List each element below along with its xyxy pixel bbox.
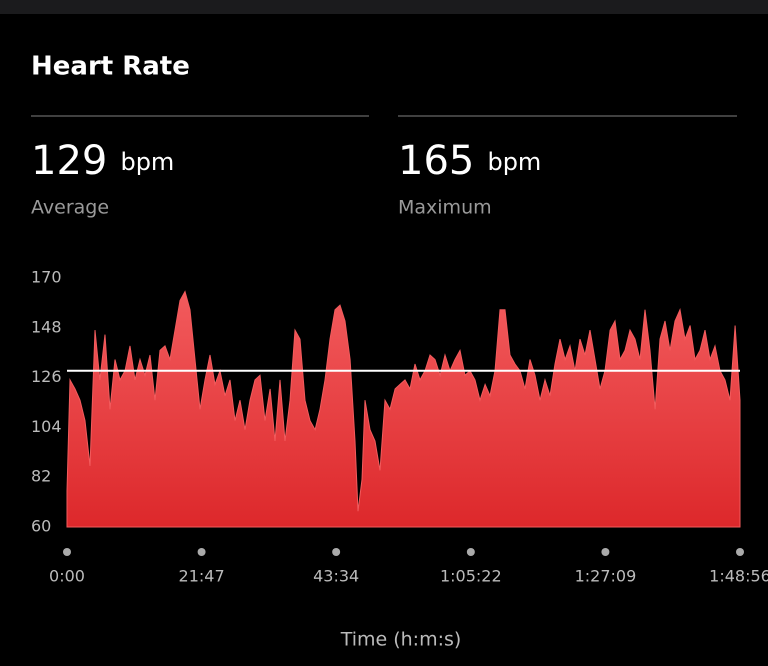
x-tick-dot [466, 548, 475, 556]
x-tick-dot [197, 548, 206, 556]
heart-rate-area [66, 290, 741, 528]
x-tick-label: 21:47 [179, 567, 225, 586]
x-tick-dot [332, 548, 341, 556]
stat-average: 129 bpm [31, 138, 174, 184]
x-tick-label: 1:48:56 [709, 567, 768, 586]
stat-unit: bpm [120, 148, 174, 176]
x-tick-dot [601, 548, 610, 556]
x-tick-dot [736, 548, 744, 556]
stat-unit: bpm [487, 148, 541, 176]
y-tick-label: 104 [31, 417, 62, 436]
y-tick-label: 170 [31, 268, 62, 287]
stat-value: 129 [31, 138, 107, 184]
x-tick-label: 1:05:22 [440, 567, 502, 586]
x-tick-label: 1:27:09 [575, 567, 637, 586]
stat-value: 165 [398, 138, 474, 184]
stat-label: Maximum [398, 197, 492, 219]
y-tick-label: 148 [31, 317, 62, 336]
card-title: Heart Rate [31, 52, 190, 82]
stat-maximum: 165 bpm [398, 138, 541, 184]
y-tick-label: 82 [31, 467, 51, 486]
y-tick-label: 60 [31, 517, 51, 536]
x-tick-label: 0:00 [49, 567, 85, 586]
x-tick-label: 43:34 [313, 567, 359, 586]
y-tick-label: 126 [31, 367, 62, 386]
x-axis-title: Time (h:m:s) [340, 629, 462, 651]
plot: 60 82 104 126 148 170 0:00 21:47 43:34 1:05:22 1:2… [31, 268, 768, 586]
stat-label: Average [31, 197, 109, 219]
top-bar [0, 0, 768, 14]
x-tick-dot [63, 548, 71, 556]
